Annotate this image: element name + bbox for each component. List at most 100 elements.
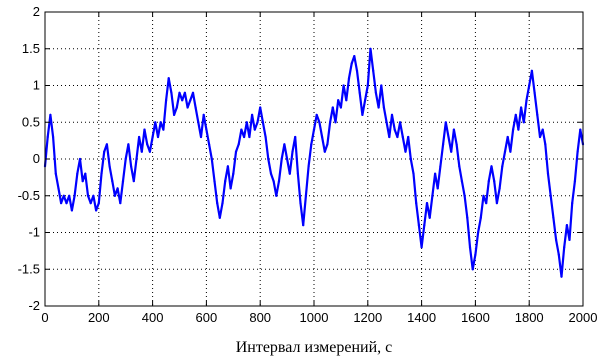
data-point xyxy=(194,106,197,109)
data-point xyxy=(396,135,399,139)
data-point xyxy=(170,91,173,94)
data-point xyxy=(286,157,289,161)
data-point xyxy=(119,202,122,205)
data-point xyxy=(315,113,318,116)
data-point xyxy=(509,150,512,153)
data-point xyxy=(95,209,98,212)
data-point xyxy=(331,106,334,109)
data-point xyxy=(557,253,560,256)
data-point xyxy=(393,128,396,131)
data-point xyxy=(358,91,361,94)
data-point xyxy=(568,238,571,241)
y-tick-label: 1.5 xyxy=(22,41,40,56)
data-point xyxy=(312,128,316,131)
data-point xyxy=(175,106,178,109)
ticks xyxy=(44,11,584,307)
data-point xyxy=(143,128,146,131)
data-point xyxy=(573,180,577,183)
data-point xyxy=(533,91,536,94)
data-point xyxy=(86,194,90,197)
data-point xyxy=(485,202,488,205)
data-point xyxy=(167,77,170,80)
data-point xyxy=(148,150,151,153)
data-point xyxy=(183,91,186,94)
data-point xyxy=(436,187,439,190)
data-point xyxy=(294,135,297,139)
data-point xyxy=(428,216,431,219)
data-point xyxy=(62,194,65,197)
y-tick-label: 1 xyxy=(33,78,40,93)
data-point xyxy=(334,121,337,124)
data-point xyxy=(132,180,135,183)
data-point xyxy=(208,143,211,146)
data-point xyxy=(165,99,168,102)
data-point xyxy=(234,150,238,153)
data-point xyxy=(342,84,345,87)
data-point xyxy=(541,128,544,131)
data-point xyxy=(458,165,461,168)
x-tick-label: 0 xyxy=(41,310,48,325)
data-point xyxy=(463,194,466,197)
data-point xyxy=(495,202,498,205)
data-point xyxy=(291,150,294,153)
data-point xyxy=(425,202,429,205)
data-point xyxy=(283,143,286,146)
data-point xyxy=(401,135,404,139)
data-point xyxy=(218,216,221,219)
data-point xyxy=(181,99,184,102)
data-point xyxy=(372,69,375,72)
data-point xyxy=(460,180,463,183)
data-point xyxy=(522,121,525,124)
data-point xyxy=(538,135,542,139)
x-tick-label: 600 xyxy=(196,310,218,325)
data-point xyxy=(256,121,259,124)
data-point xyxy=(138,135,141,139)
data-point xyxy=(162,128,165,131)
data-point xyxy=(226,165,229,168)
data-point xyxy=(444,121,447,124)
data-point xyxy=(97,202,100,205)
data-point xyxy=(503,150,507,153)
x-tick-label: 1800 xyxy=(515,310,544,325)
data-point xyxy=(377,106,380,109)
data-point xyxy=(232,172,235,175)
data-point xyxy=(364,99,367,102)
data-point xyxy=(60,202,63,205)
data-point xyxy=(431,194,434,197)
data-point xyxy=(374,91,377,94)
y-tick-label: 2 xyxy=(33,4,40,19)
data-point xyxy=(116,187,119,190)
data-point xyxy=(304,194,307,197)
data-point xyxy=(135,157,138,161)
data-point xyxy=(326,143,329,146)
x-tick-label: 200 xyxy=(88,310,110,325)
data-point xyxy=(493,180,496,183)
data-point xyxy=(479,216,482,219)
data-point xyxy=(57,187,60,190)
data-point xyxy=(178,91,181,94)
tick-labels: 0 200 400 600 800 1000 1200 1400 1600 1800 2000 2 1.… xyxy=(18,4,598,325)
data-point xyxy=(68,194,71,197)
data-point xyxy=(159,121,162,124)
data-point xyxy=(140,150,143,153)
data-point xyxy=(189,99,192,102)
y-tick-label: -0.5 xyxy=(18,188,40,203)
data-point xyxy=(259,106,262,109)
data-point xyxy=(130,165,133,168)
series-line xyxy=(43,47,585,278)
data-point xyxy=(563,246,566,249)
data-point xyxy=(103,150,106,153)
data-point xyxy=(514,113,517,116)
data-point xyxy=(506,135,509,139)
data-point xyxy=(299,202,302,205)
data-point xyxy=(205,128,208,131)
data-point xyxy=(369,47,372,50)
data-point xyxy=(576,150,579,153)
x-tick-label: 1200 xyxy=(353,310,382,325)
data-point xyxy=(124,157,127,161)
data-point xyxy=(353,55,356,58)
data-point xyxy=(530,69,534,72)
data-point xyxy=(579,128,582,131)
data-point xyxy=(571,202,574,205)
data-point xyxy=(76,172,79,175)
